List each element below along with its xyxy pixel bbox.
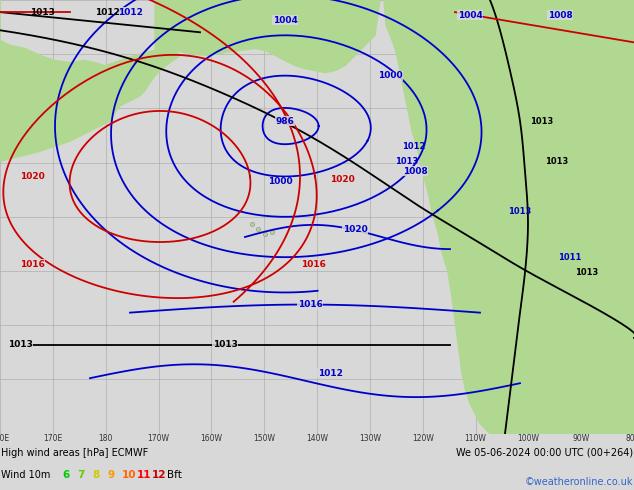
Text: 150W: 150W <box>253 434 275 442</box>
Text: 1012: 1012 <box>117 8 143 17</box>
Text: 1000: 1000 <box>268 177 292 186</box>
Text: 140W: 140W <box>306 434 328 442</box>
Text: We 05-06-2024 00:00 UTC (00+264): We 05-06-2024 00:00 UTC (00+264) <box>456 448 633 458</box>
Text: 130W: 130W <box>359 434 381 442</box>
Text: 1012: 1012 <box>95 8 120 17</box>
Text: 1020: 1020 <box>20 172 45 181</box>
Text: 110W: 110W <box>465 434 486 442</box>
Polygon shape <box>384 0 634 434</box>
Text: 1016: 1016 <box>297 300 323 309</box>
Text: 1004: 1004 <box>458 11 482 20</box>
Text: 170E: 170E <box>43 434 63 442</box>
Polygon shape <box>0 0 180 161</box>
Text: 7: 7 <box>77 470 84 480</box>
Text: 1013: 1013 <box>508 207 531 216</box>
Text: 1004: 1004 <box>273 16 297 24</box>
Text: 80W: 80W <box>625 434 634 442</box>
Text: 120W: 120W <box>411 434 434 442</box>
Text: 1008: 1008 <box>403 167 427 176</box>
Text: ©weatheronline.co.uk: ©weatheronline.co.uk <box>524 477 633 487</box>
Text: 1012: 1012 <box>318 368 342 378</box>
Text: 6: 6 <box>62 470 69 480</box>
Text: 1011: 1011 <box>558 253 581 262</box>
Text: 1013: 1013 <box>545 157 568 166</box>
Text: 1000: 1000 <box>378 71 403 80</box>
Text: 180: 180 <box>98 434 113 442</box>
Text: 180E: 180E <box>0 434 10 442</box>
Text: 1013: 1013 <box>8 341 33 349</box>
Text: 1013: 1013 <box>530 117 553 125</box>
Text: 1012: 1012 <box>402 142 425 151</box>
Text: 1013: 1013 <box>395 157 418 166</box>
Text: High wind areas [hPa] ECMWF: High wind areas [hPa] ECMWF <box>1 448 148 458</box>
Text: 11: 11 <box>137 470 152 480</box>
Text: 160W: 160W <box>200 434 223 442</box>
Text: 9: 9 <box>107 470 114 480</box>
Text: Bft: Bft <box>167 470 182 480</box>
Text: 8: 8 <box>92 470 100 480</box>
Text: 1016: 1016 <box>20 260 45 269</box>
Text: 1013: 1013 <box>212 341 238 349</box>
Polygon shape <box>490 0 634 136</box>
Polygon shape <box>155 0 380 73</box>
Text: 170W: 170W <box>148 434 169 442</box>
Text: 1013: 1013 <box>30 8 55 17</box>
Text: 1013: 1013 <box>575 268 598 277</box>
Text: 1008: 1008 <box>548 11 573 20</box>
Text: 1016: 1016 <box>301 260 325 269</box>
Text: 1020: 1020 <box>342 225 367 234</box>
Text: 100W: 100W <box>517 434 540 442</box>
Text: 10: 10 <box>122 470 136 480</box>
Text: 1020: 1020 <box>330 175 354 184</box>
Text: 12: 12 <box>152 470 167 480</box>
Text: 90W: 90W <box>573 434 590 442</box>
Text: Wind 10m: Wind 10m <box>1 470 50 480</box>
Text: 986: 986 <box>276 117 294 125</box>
